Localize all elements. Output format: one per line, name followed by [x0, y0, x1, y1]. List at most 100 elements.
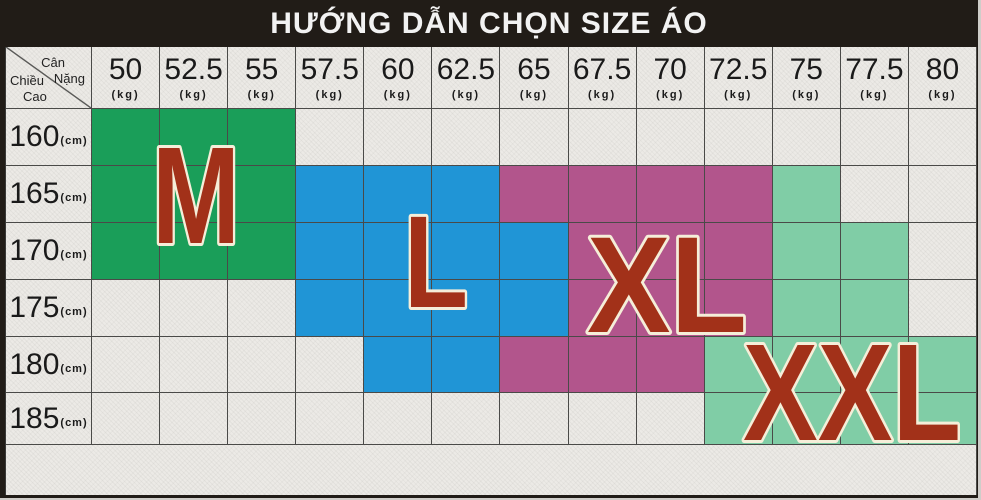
size-cell	[500, 280, 569, 337]
diagonal-divider	[6, 47, 91, 108]
size-cell	[228, 280, 297, 337]
size-cell	[704, 109, 773, 166]
size-cell	[704, 223, 773, 280]
size-cell	[908, 337, 977, 393]
size-cell	[228, 109, 297, 166]
weight-header-cell: 52.5 (kg)	[160, 47, 229, 109]
size-cell	[160, 166, 229, 223]
size-cell	[772, 280, 841, 337]
weight-axis-word-2: Nặng	[53, 71, 85, 86]
size-cell	[296, 337, 365, 393]
size-cell	[160, 393, 229, 445]
size-cell	[772, 337, 841, 393]
size-cell	[908, 280, 977, 337]
size-cell	[92, 166, 161, 223]
size-cell	[840, 166, 909, 223]
size-cell	[840, 280, 909, 337]
size-cell	[772, 223, 841, 280]
size-cell	[840, 109, 909, 166]
size-cell	[772, 393, 841, 445]
weight-header-cell: 67.5 (kg)	[568, 47, 637, 109]
weight-header-cell: 65 (kg)	[500, 47, 569, 109]
height-label-cell: 185 (cm)	[6, 393, 92, 445]
size-cell	[908, 109, 977, 166]
size-cell	[500, 337, 569, 393]
size-cell	[500, 393, 569, 445]
size-cell	[296, 393, 365, 445]
size-cell	[568, 280, 637, 337]
size-cell	[296, 280, 365, 337]
size-cell	[364, 166, 433, 223]
size-cell	[500, 166, 569, 223]
weight-header-cell: 77.5 (kg)	[840, 47, 909, 109]
size-cell	[636, 109, 705, 166]
size-cell	[364, 109, 433, 166]
weight-header-cell: 72.5 (kg)	[704, 47, 773, 109]
size-cell	[432, 223, 501, 280]
size-table: Cân Nặng Chiều Cao 50 (kg) 52.5 (kg) 55 (kg) 5…	[5, 47, 977, 495]
height-label-cell: 170 (cm)	[6, 223, 92, 280]
axis-corner-cell: Cân Nặng Chiều Cao	[6, 47, 92, 109]
size-cell	[704, 337, 773, 393]
size-cell	[228, 223, 297, 280]
height-axis-word-1: Chiều	[10, 73, 44, 88]
size-cell	[92, 109, 161, 166]
weight-header-cell: 57.5 (kg)	[296, 47, 365, 109]
weight-header-cell: 62.5 (kg)	[432, 47, 501, 109]
size-cell	[160, 337, 229, 393]
size-cell	[160, 223, 229, 280]
height-axis-word-2: Cao	[23, 89, 47, 104]
size-cell	[636, 223, 705, 280]
size-cell	[772, 166, 841, 223]
weight-axis-word-1: Cân	[41, 55, 65, 70]
size-cell	[500, 223, 569, 280]
height-label-cell: 160 (cm)	[6, 109, 92, 166]
size-cell	[228, 337, 297, 393]
weight-header-cell: 70 (kg)	[636, 47, 705, 109]
size-cell	[92, 337, 161, 393]
size-cell	[908, 393, 977, 445]
size-cell	[500, 109, 569, 166]
size-cell	[296, 166, 365, 223]
size-cell	[568, 337, 637, 393]
size-cell	[704, 280, 773, 337]
size-cell	[636, 393, 705, 445]
size-cell	[296, 223, 365, 280]
height-label-cell: 180 (cm)	[6, 337, 92, 393]
size-cell	[840, 393, 909, 445]
size-cell	[160, 109, 229, 166]
size-cell	[364, 393, 433, 445]
size-cell	[364, 337, 433, 393]
weight-header-cell: 60 (kg)	[364, 47, 433, 109]
weight-header-cell: 80 (kg)	[908, 47, 977, 109]
size-cell	[364, 223, 433, 280]
page-title: HƯỚNG DẪN CHỌN SIZE ÁO	[270, 6, 708, 40]
size-cell	[432, 280, 501, 337]
size-cell	[92, 223, 161, 280]
size-cell	[432, 393, 501, 445]
size-cell	[432, 109, 501, 166]
size-cell	[636, 337, 705, 393]
size-cell	[568, 393, 637, 445]
size-cell	[568, 223, 637, 280]
size-cell	[92, 393, 161, 445]
size-cell	[296, 109, 365, 166]
weight-header-cell: 55 (kg)	[228, 47, 297, 109]
height-label-cell: 175 (cm)	[6, 280, 92, 337]
size-cell	[92, 280, 161, 337]
size-cell	[432, 166, 501, 223]
size-cell	[228, 166, 297, 223]
weight-header-cell: 50 (kg)	[92, 47, 161, 109]
size-cell	[772, 109, 841, 166]
height-label-cell: 165 (cm)	[6, 166, 92, 223]
size-cell	[840, 223, 909, 280]
size-cell	[568, 109, 637, 166]
size-cell	[908, 166, 977, 223]
empty-bottom-row	[6, 445, 977, 495]
size-cell	[432, 337, 501, 393]
size-cell	[908, 223, 977, 280]
size-cell	[228, 393, 297, 445]
size-cell	[160, 280, 229, 337]
size-cell	[636, 280, 705, 337]
